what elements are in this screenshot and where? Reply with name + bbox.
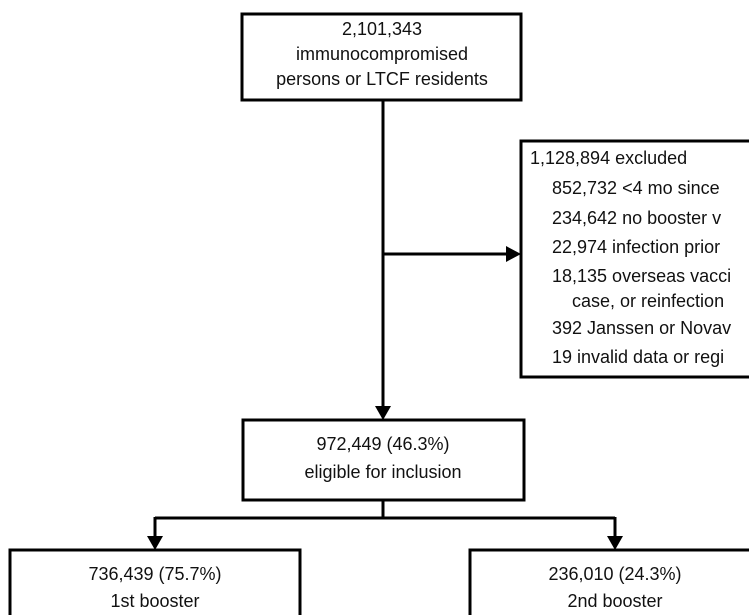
node-label: 736,439 (75.7%) bbox=[88, 564, 221, 584]
node-label: 22,974 infection prior bbox=[552, 237, 720, 257]
node-label: 1st booster bbox=[110, 591, 199, 611]
node-label: 234,642 no booster v bbox=[552, 208, 721, 228]
node-label: 2,101,343 bbox=[342, 19, 422, 39]
node-label: 852,732 <4 mo since bbox=[552, 178, 720, 198]
labels: 2,101,343 immunocompromised persons or LTC… bbox=[88, 19, 731, 611]
node-label: persons or LTCF residents bbox=[276, 69, 488, 89]
node-label: 2nd booster bbox=[567, 591, 662, 611]
node-label: 1,128,894 excluded bbox=[530, 148, 687, 168]
node-label: 236,010 (24.3%) bbox=[548, 564, 681, 584]
node-box bbox=[519, 139, 749, 379]
node-label: 972,449 (46.3%) bbox=[316, 434, 449, 454]
node-box bbox=[468, 548, 749, 615]
arrow-head bbox=[375, 406, 391, 420]
arrow-head bbox=[506, 246, 521, 262]
arrow-head bbox=[147, 536, 163, 550]
node-box bbox=[241, 418, 526, 502]
node-label: 19 invalid data or regi bbox=[552, 347, 724, 367]
node-label: 18,135 overseas vacci bbox=[552, 266, 731, 286]
node-label: case, or reinfection bbox=[572, 291, 724, 311]
arrow-head bbox=[607, 536, 623, 550]
node-label: 392 Janssen or Novav bbox=[552, 318, 731, 338]
node-box bbox=[240, 12, 523, 102]
node-label: eligible for inclusion bbox=[304, 462, 461, 482]
node-label: immunocompromised bbox=[296, 44, 468, 64]
node-box bbox=[8, 548, 302, 615]
